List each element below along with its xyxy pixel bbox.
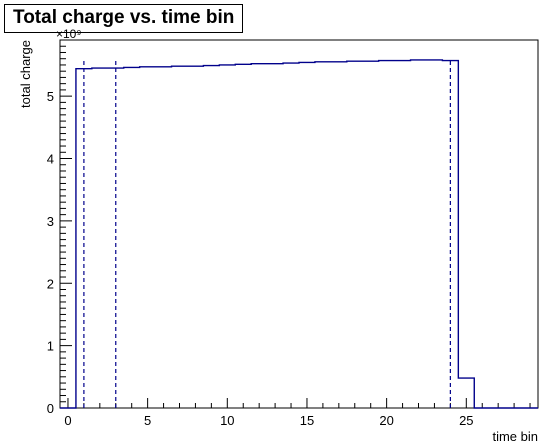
y-axis-label: total charge xyxy=(18,40,33,108)
x-tick-label: 10 xyxy=(220,413,234,428)
y-tick-label: 1 xyxy=(47,339,54,354)
x-axis-label: time bin xyxy=(492,429,538,444)
plot-frame xyxy=(59,39,539,409)
x-tick-label: 0 xyxy=(64,413,71,428)
x-tick-label: 15 xyxy=(300,413,314,428)
chart-title: Total charge vs. time bin xyxy=(4,4,244,33)
y-multiplier-label: ×10⁹ xyxy=(56,27,82,41)
y-tick-label: 0 xyxy=(47,401,54,416)
x-tick-label: 25 xyxy=(459,413,473,428)
y-tick-label: 5 xyxy=(47,89,54,104)
y-tick-label: 3 xyxy=(47,214,54,229)
x-tick-label: 5 xyxy=(144,413,151,428)
y-tick-label: 4 xyxy=(47,152,54,167)
histogram-series xyxy=(60,59,538,409)
y-tick-label: 2 xyxy=(47,276,54,291)
x-tick-label: 20 xyxy=(379,413,393,428)
